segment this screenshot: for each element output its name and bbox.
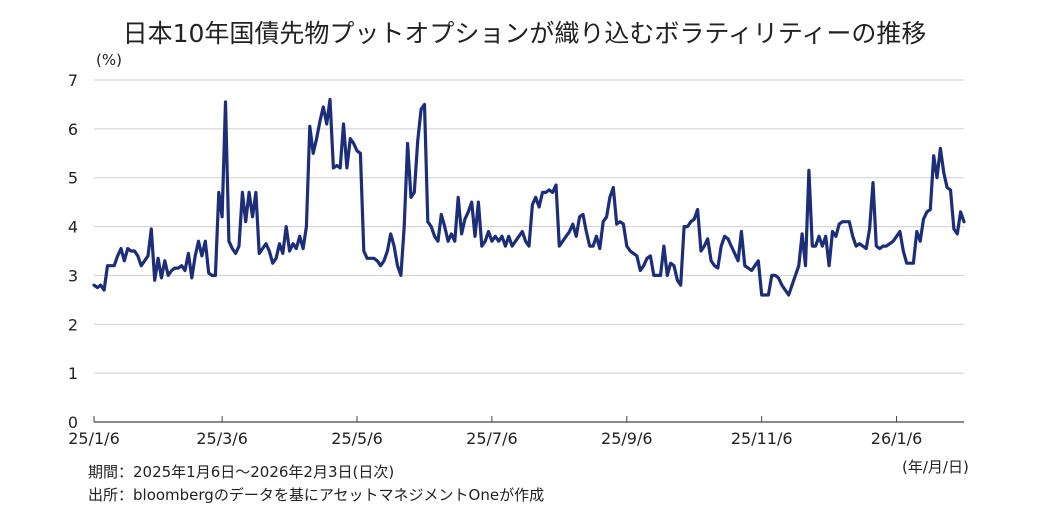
x-tick-label-25/11/6: 25/11/6 — [731, 429, 793, 448]
chart-title: 日本10年国債先物プットオプションが織り込むボラティリティーの推移 — [122, 19, 927, 48]
data-series — [92, 97, 966, 297]
x-tick-label-25/5/6: 25/5/6 — [331, 429, 383, 448]
x-axis-unit-label: (年/月/日) — [902, 458, 969, 476]
y-tick-label-5: 5 — [68, 169, 78, 188]
series-line-volatility — [92, 97, 966, 297]
x-tick-label-25/1/6: 25/1/6 — [68, 429, 120, 448]
y-tick-label-1: 1 — [68, 364, 78, 383]
gridlines — [94, 79, 964, 374]
y-axis-tick-labels: 0 1 2 3 4 5 6 7 — [68, 71, 78, 432]
x-tick-label-25/3/6: 25/3/6 — [196, 429, 248, 448]
y-tick-label-3: 3 — [68, 266, 78, 285]
y-tick-label-0: 0 — [68, 413, 78, 432]
period-note: 期間：2025年1月6日～2026年2月3日(日次) — [88, 463, 395, 481]
x-axis: 25/1/6 25/3/6 25/5/6 25/7/6 25/9/6 25/11/6 26/… — [68, 416, 964, 448]
source-note: 出所：bloombergのデータを基にアセットマネジメントOneが作成 — [88, 486, 545, 504]
y-tick-label-7: 7 — [68, 71, 78, 90]
x-tick-label-25/9/6: 25/9/6 — [601, 429, 653, 448]
y-tick-label-6: 6 — [68, 120, 78, 139]
x-tick-label-26/1/6: 26/1/6 — [871, 429, 923, 448]
y-tick-label-2: 2 — [68, 315, 78, 334]
x-tick-label-25/7/6: 25/7/6 — [466, 429, 518, 448]
y-tick-label-4: 4 — [68, 218, 78, 237]
y-axis-unit-label: (%) — [96, 51, 122, 69]
